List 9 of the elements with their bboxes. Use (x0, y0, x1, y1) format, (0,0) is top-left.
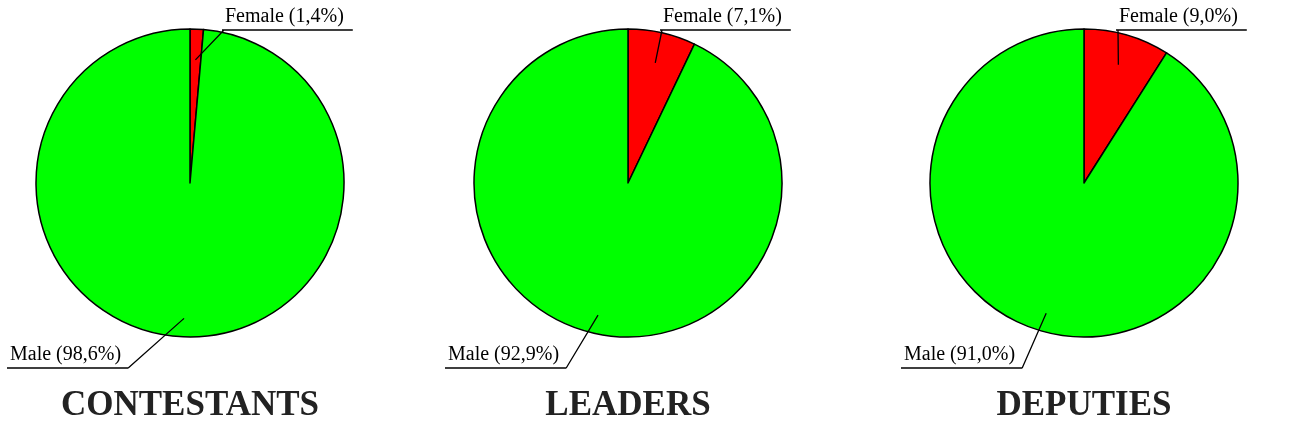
text: DEPUTIES (996, 384, 1172, 423)
slice-label: Female (9,0%) (1119, 4, 1238, 27)
slice-label: Female (1,4%) (225, 4, 344, 27)
text: LEADERS (545, 384, 711, 423)
slice-label: Male (92,9%) (448, 342, 560, 365)
text: CONTESTANTS (60, 384, 320, 423)
slice-label: Male (98,6%) (10, 342, 122, 365)
slice-label: Male (91,0%) (904, 342, 1016, 365)
slice-label: Female (7,1%) (663, 4, 782, 27)
